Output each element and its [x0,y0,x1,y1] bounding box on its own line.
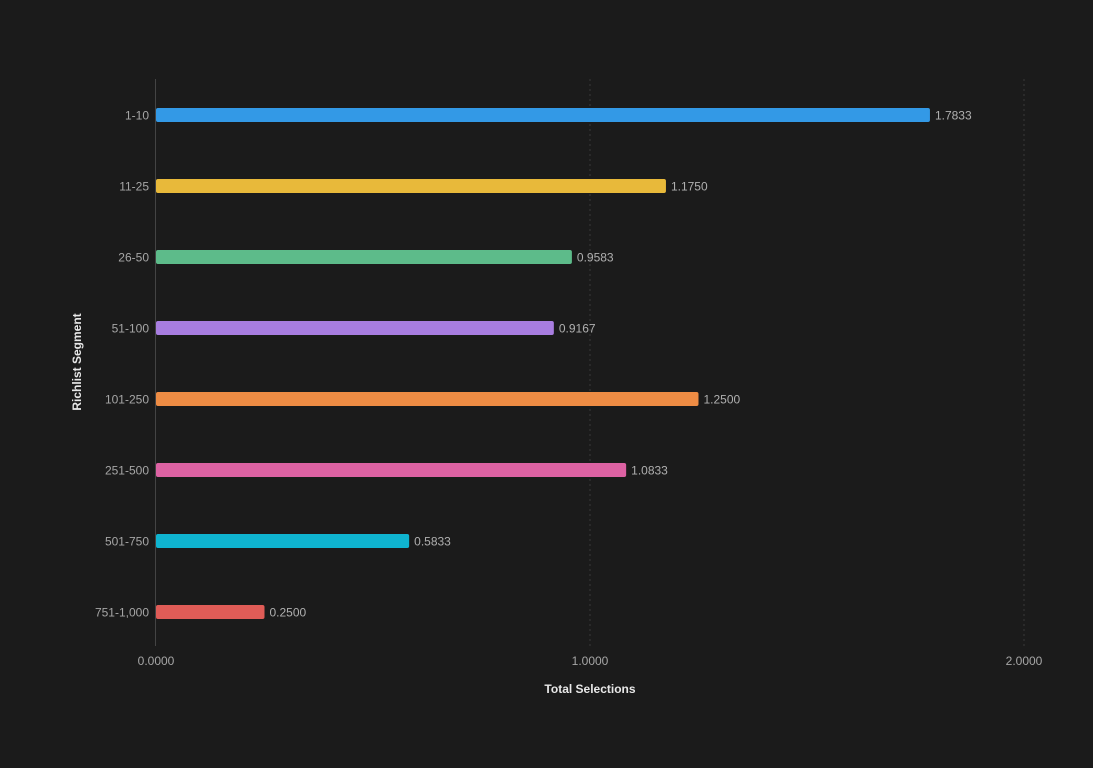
value-label-51-100: 0.9167 [559,322,596,336]
value-label-1-10: 1.7833 [935,109,972,123]
value-label-501-750: 0.5833 [414,535,451,549]
bar-501-750 [156,534,410,548]
bar-101-250 [156,392,699,406]
bar-751-1,000 [156,605,265,619]
bars [156,108,930,619]
bar-26-50 [156,250,572,264]
y-tick-label-501-750: 501-750 [105,535,149,549]
y-tick-label-101-250: 101-250 [105,393,149,407]
y-tick-label-751-1,000: 751-1,000 [95,606,149,620]
grid-lines [155,79,1025,646]
y-tick-label-251-500: 251-500 [105,464,149,478]
value-label-101-250: 1.2500 [704,393,741,407]
bar-11-25 [156,179,666,193]
y-axis-tick-labels: 1-10 11-25 26-50 51-100 101-250 251-500 501-75… [95,109,149,620]
value-label-751-1,000: 0.2500 [270,606,307,620]
value-label-251-500: 1.0833 [631,464,668,478]
value-label-26-50: 0.9583 [577,251,614,265]
bar-251-500 [156,463,627,477]
x-tick-label-2: 2.0000 [1006,654,1043,668]
x-axis-tick-labels: 0.0000 1.0000 2.0000 [138,654,1043,668]
y-tick-label-51-100: 51-100 [112,322,150,336]
y-tick-label-11-25: 11-25 [119,180,149,194]
y-tick-label-26-50: 26-50 [118,251,149,265]
value-labels: 1.7833 1.1750 0.9583 0.9167 1.2500 1.0833 0.58… [270,109,972,620]
x-tick-label-1: 1.0000 [572,654,609,668]
x-tick-label-0: 0.0000 [138,654,175,668]
bar-51-100 [156,321,554,335]
y-tick-label-1-10: 1-10 [125,109,149,123]
value-label-11-25: 1.1750 [671,180,708,194]
y-axis-title: Richlist Segment [70,313,84,410]
x-axis-title: Total Selections [544,682,635,696]
bar-1-10 [156,108,930,122]
